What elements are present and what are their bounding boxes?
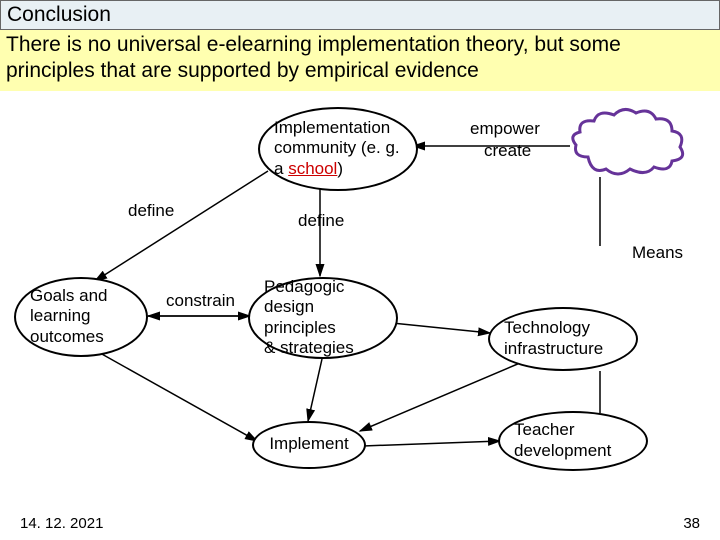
node-teacher: Teacher development bbox=[498, 411, 648, 471]
node-impl-line3a: a bbox=[274, 159, 288, 178]
node-goals-l1: Goals and bbox=[30, 286, 108, 305]
footer-page: 38 bbox=[683, 515, 700, 532]
node-goals-l2: learning bbox=[30, 306, 91, 325]
cloud-icon bbox=[568, 107, 688, 177]
node-ped-l2: design principles bbox=[264, 297, 336, 336]
node-tech-l2: infrastructure bbox=[504, 339, 603, 358]
footer-date: 14. 12. 2021 bbox=[20, 515, 103, 532]
node-teacher-l1: Teacher bbox=[514, 420, 574, 439]
node-impl-line1: Implementation bbox=[274, 118, 390, 137]
node-impl-line2: community (e. g. bbox=[274, 138, 400, 157]
node-ped-l3: & strategies bbox=[264, 338, 354, 357]
node-goals: Goals and learning outcomes bbox=[14, 277, 148, 357]
node-tech-l1: Technology bbox=[504, 318, 590, 337]
label-constrain: constrain bbox=[166, 291, 235, 311]
node-implement-label: Implement bbox=[269, 434, 348, 454]
node-goals-l3: outcomes bbox=[30, 327, 104, 346]
node-implementation-community: Implementation community (e. g. a school… bbox=[258, 107, 418, 191]
node-teacher-l2: development bbox=[514, 441, 611, 460]
node-technology: Technology infrastructure bbox=[488, 307, 638, 371]
node-pedagogic: Pedagogic design principles & strategies bbox=[248, 277, 398, 359]
node-ped-l1: Pedagogic bbox=[264, 277, 344, 296]
label-means: Means bbox=[632, 243, 683, 263]
diagram-canvas: Implementation community (e. g. a school… bbox=[0, 91, 720, 511]
node-impl-line3c: ) bbox=[337, 159, 343, 178]
label-define-2: define bbox=[298, 211, 344, 231]
node-impl-school: school bbox=[288, 159, 337, 178]
slide-subtitle: There is no universal e-elearning implem… bbox=[0, 30, 720, 91]
label-create: create bbox=[484, 141, 531, 161]
label-define-1: define bbox=[128, 201, 174, 221]
slide-title: Conclusion bbox=[0, 0, 720, 30]
node-implement: Implement bbox=[252, 421, 366, 469]
label-empower: empower bbox=[470, 119, 540, 139]
